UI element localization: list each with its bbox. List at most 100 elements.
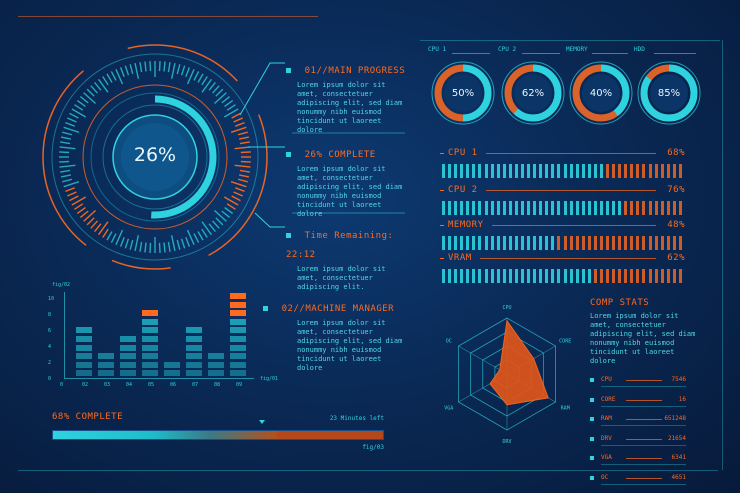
gauge-tick bbox=[86, 88, 95, 97]
gauge-tick bbox=[83, 92, 97, 104]
chart-bar-segment bbox=[186, 370, 202, 377]
stat-bar-tick bbox=[630, 269, 634, 283]
gauge-tick bbox=[59, 160, 70, 163]
stat-bar-tick bbox=[569, 236, 573, 250]
stat-bar-tick bbox=[502, 164, 506, 178]
gauge-tick bbox=[59, 164, 76, 168]
gauge-tick bbox=[115, 229, 124, 245]
gauge-tick bbox=[106, 73, 113, 83]
stat-bar-tick bbox=[484, 236, 488, 250]
stat-bar-tick bbox=[472, 164, 476, 178]
chart-y-tick: 0 bbox=[48, 376, 52, 382]
gauge-tick bbox=[60, 136, 72, 140]
stat-bar-tick bbox=[618, 236, 622, 250]
chart-bar-segment bbox=[76, 353, 92, 360]
chart-bar-segment bbox=[120, 370, 136, 377]
stat-bar-tick bbox=[490, 201, 494, 215]
gauge-tick bbox=[62, 131, 73, 136]
comp-stat-line bbox=[626, 419, 662, 420]
stat-bar-tick bbox=[508, 201, 512, 215]
chart-bar-segment bbox=[120, 353, 136, 360]
stat-bar-tick bbox=[563, 269, 567, 283]
connector-lines bbox=[239, 62, 405, 228]
chart-x-tick: 08 bbox=[214, 382, 221, 388]
stat-bar-tick bbox=[624, 269, 628, 283]
gauge-tick bbox=[186, 229, 195, 245]
gauge-tick bbox=[215, 88, 224, 97]
stat-bar-tick bbox=[642, 236, 646, 250]
stat-bar-tick bbox=[642, 201, 646, 215]
stat-bar-tick bbox=[527, 164, 531, 178]
donut-center bbox=[650, 74, 688, 112]
stat-bar-tick bbox=[612, 269, 616, 283]
chart-bar-segment bbox=[230, 301, 246, 308]
gauge-tick bbox=[74, 104, 84, 111]
stat-bar-tick bbox=[533, 236, 537, 250]
gauge-tick bbox=[65, 187, 75, 193]
gauge-tick bbox=[60, 141, 71, 145]
stat-bar-tick bbox=[442, 269, 445, 283]
stat-bar-tick bbox=[575, 201, 579, 215]
stat-bar-tick bbox=[533, 269, 537, 283]
main-progress-text: Lorem ipsum dolor sit amet, consectetuer… bbox=[297, 81, 403, 134]
stat-bar-tick bbox=[484, 269, 488, 283]
bullet-square-icon bbox=[590, 417, 594, 421]
chart-bar-segment bbox=[142, 318, 158, 325]
radar-axis-label: OC bbox=[446, 338, 452, 344]
chart-bar-segment bbox=[120, 344, 136, 351]
stat-bar-tick bbox=[496, 164, 500, 178]
stat-bar-tick bbox=[508, 164, 512, 178]
stat-bar-tick bbox=[514, 164, 518, 178]
chart-bar-segment bbox=[142, 327, 158, 334]
stat-bar-tick bbox=[508, 236, 512, 250]
gauge-tick bbox=[170, 62, 176, 79]
chart-y-tick: 2 bbox=[48, 360, 52, 366]
comp-stat-underline bbox=[601, 425, 686, 426]
gauge-tick bbox=[98, 78, 109, 93]
stat-bar-tick bbox=[478, 201, 482, 215]
stat-bar-tick bbox=[624, 164, 628, 178]
gauge-tick bbox=[163, 242, 166, 253]
gauge-tick bbox=[79, 96, 89, 104]
gauge-tick bbox=[239, 169, 250, 173]
gauge-tick bbox=[237, 131, 248, 136]
progress-marker-icon bbox=[259, 420, 265, 424]
stat-bar-tick bbox=[666, 236, 670, 250]
stat-bar-tick bbox=[636, 164, 640, 178]
gauge-tick bbox=[233, 191, 243, 197]
bullet-square-icon bbox=[590, 397, 594, 402]
stat-bar-tick bbox=[539, 236, 543, 250]
gauge-tick bbox=[201, 221, 212, 236]
stat-bar-tick bbox=[666, 164, 670, 178]
stat-bar-tick bbox=[636, 201, 640, 215]
stat-bar-tick bbox=[514, 236, 518, 250]
radar-axis-label: CPU bbox=[502, 305, 511, 311]
time-title: Time Remaining: 22:12 bbox=[286, 231, 394, 260]
stat-bar-tick bbox=[606, 269, 610, 283]
stat-bar-tick bbox=[545, 164, 549, 178]
stat-bar-tick bbox=[454, 201, 458, 215]
gauge-tick bbox=[90, 85, 98, 94]
stat-bar-tick bbox=[648, 201, 652, 215]
donut-tag-line bbox=[592, 53, 628, 54]
stat-bar-tick bbox=[466, 201, 470, 215]
progress-track[interactable] bbox=[52, 430, 384, 440]
stat-bar-tick bbox=[551, 164, 555, 178]
gauge-tick bbox=[124, 65, 130, 76]
gauge-tick bbox=[86, 217, 95, 226]
stat-bar-tick bbox=[533, 164, 537, 178]
chart-bar-segment bbox=[208, 361, 224, 368]
chart-bar-segment bbox=[230, 293, 246, 299]
gauge-tick bbox=[60, 174, 72, 178]
chart-bar-segment bbox=[230, 361, 246, 368]
chart-bar-segment bbox=[76, 336, 92, 342]
complete-title: 26% COMPLETE bbox=[304, 150, 376, 160]
stat-bar-tick bbox=[666, 269, 670, 283]
gauge-tick bbox=[63, 126, 80, 133]
gauge-tick bbox=[223, 196, 239, 206]
stat-bar-ticks bbox=[442, 269, 685, 283]
gauge-tick bbox=[186, 69, 195, 85]
comp-stat-row: RAM 651248 bbox=[590, 415, 686, 435]
gauge-tick bbox=[83, 210, 97, 222]
